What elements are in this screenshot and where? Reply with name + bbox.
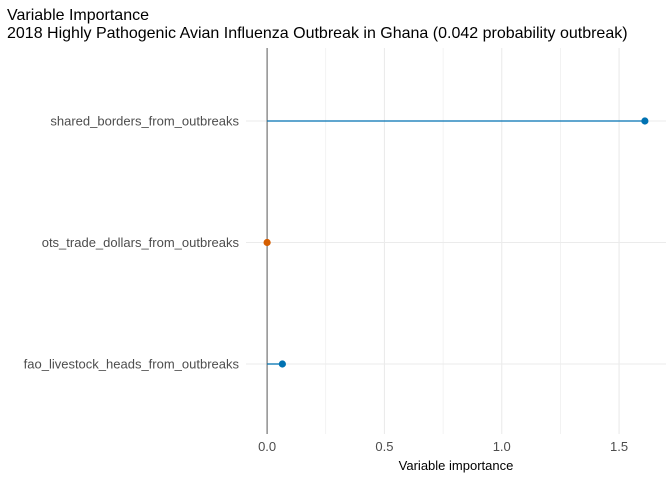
x-tick-label: 1.0 [493, 439, 511, 454]
y-tick-label: ots_trade_dollars_from_outbreaks [42, 235, 240, 250]
x-tick-label: 1.5 [610, 439, 628, 454]
x-axis-label: Variable importance [399, 458, 514, 473]
grid-layer [246, 48, 666, 434]
y-tick-label: shared_borders_from_outbreaks [50, 114, 239, 129]
chart-title: Variable Importance [7, 7, 149, 24]
labels-layer: shared_borders_from_outbreaks ots_trade_d… [24, 114, 628, 455]
x-tick-label: 0.0 [258, 439, 276, 454]
y-tick-label: fao_livestock_heads_from_outbreaks [24, 357, 240, 372]
lollipop-point [263, 238, 271, 247]
lollipop-point [641, 117, 649, 125]
x-tick-label: 0.5 [375, 439, 393, 454]
marks-layer [263, 48, 649, 434]
lollipop-point [278, 360, 286, 368]
chart-subtitle: 2018 Highly Pathogenic Avian Influenza O… [7, 25, 628, 42]
